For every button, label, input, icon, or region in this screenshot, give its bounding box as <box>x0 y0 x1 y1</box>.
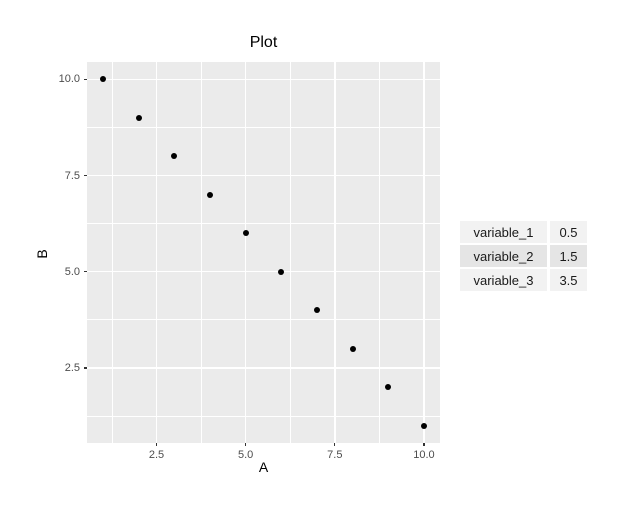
grid-line-major-vertical <box>334 62 336 443</box>
table-cell-label: variable_2 <box>460 245 547 267</box>
data-point <box>100 76 107 83</box>
grid-line-major-horizontal <box>87 367 440 369</box>
side-table: variable_1 0.5 variable_2 1.5 variable_3 3.5 <box>460 221 587 293</box>
plot-panel <box>87 62 440 443</box>
grid-line-minor-horizontal <box>87 319 440 321</box>
data-point <box>242 230 249 237</box>
data-point <box>278 268 285 275</box>
data-point <box>349 345 356 352</box>
grid-line-major-vertical <box>155 62 158 443</box>
x-axis-tick-label: 5.0 <box>238 449 254 461</box>
table-row: variable_1 0.5 <box>460 221 587 243</box>
table-cell-value: 0.5 <box>550 221 587 243</box>
grid-line-major-horizontal <box>87 78 440 81</box>
x-axis-tick-mark <box>423 443 425 446</box>
y-axis-tick-mark <box>84 271 87 273</box>
y-axis-tick-mark <box>84 78 87 80</box>
grid-line-major-horizontal <box>87 174 440 177</box>
x-axis-tick-mark <box>334 443 336 446</box>
grid-line-minor-vertical <box>111 62 113 443</box>
y-axis-title: B <box>34 249 50 259</box>
y-axis-tick-label: 10.0 <box>58 73 80 86</box>
y-axis-tick-mark <box>84 174 87 177</box>
x-axis-tick-label: 7.5 <box>327 449 343 461</box>
table-cell-label: variable_1 <box>460 221 547 243</box>
data-point <box>313 307 320 314</box>
grid-line-major-horizontal <box>87 270 440 273</box>
x-axis-tick-mark <box>245 443 247 446</box>
data-point <box>171 153 178 160</box>
y-axis-tick-label: 2.5 <box>64 361 80 374</box>
table-cell-value: 1.5 <box>550 245 587 267</box>
grid-line-minor-vertical <box>378 62 380 443</box>
table-row: variable_3 3.5 <box>460 269 587 291</box>
table-cell-value: 3.5 <box>550 269 587 291</box>
grid-line-minor-vertical <box>289 62 291 443</box>
data-point <box>207 191 213 198</box>
y-axis-tick-label: 7.5 <box>64 169 80 182</box>
x-axis-tick-label: 2.5 <box>148 449 165 461</box>
data-point <box>135 114 142 121</box>
table-row: variable_2 1.5 <box>460 245 587 267</box>
data-point <box>420 422 427 429</box>
y-axis-tick-mark <box>84 367 87 369</box>
x-axis-tick-label: 10.0 <box>413 449 435 461</box>
grid-line-minor-horizontal <box>87 415 440 417</box>
grid-line-major-vertical <box>244 62 247 443</box>
table-cell-label: variable_3 <box>460 269 547 291</box>
grid-line-minor-horizontal <box>87 126 440 128</box>
x-axis-title: A <box>258 459 269 475</box>
data-point <box>385 384 392 391</box>
plot-title: Plot <box>249 34 278 51</box>
grid-line-minor-vertical <box>200 62 202 443</box>
x-axis-tick-mark <box>155 443 158 446</box>
y-axis-tick-label: 5.0 <box>64 265 80 278</box>
grid-line-minor-horizontal <box>87 223 440 225</box>
grid-line-major-vertical <box>423 62 425 443</box>
